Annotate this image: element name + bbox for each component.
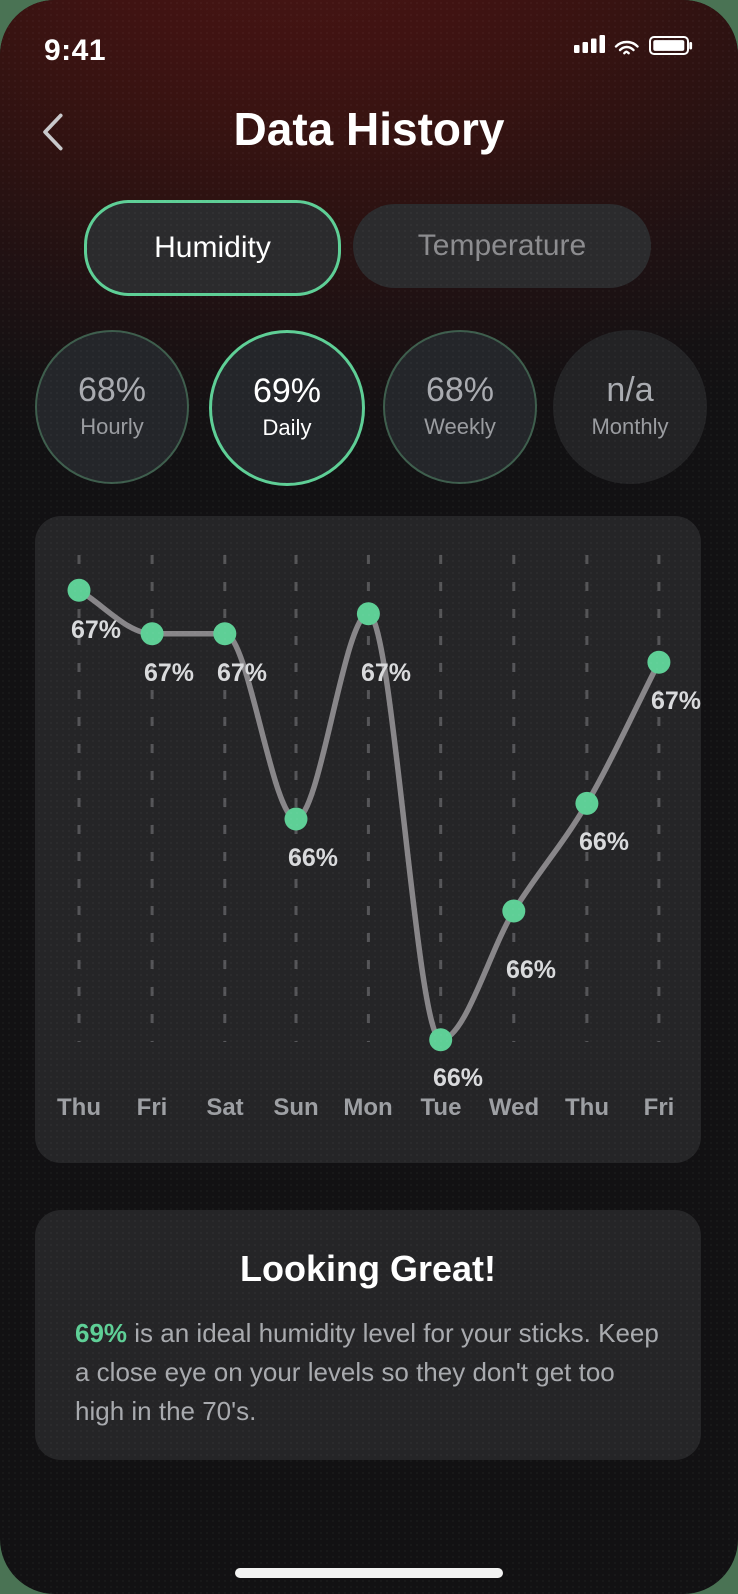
svg-text:67%: 67% [361,659,411,687]
svg-text:66%: 66% [579,828,629,856]
svg-text:67%: 67% [217,659,267,687]
svg-text:66%: 66% [288,844,338,872]
svg-text:66%: 66% [433,1064,483,1092]
svg-text:67%: 67% [651,687,701,715]
svg-text:66%: 66% [506,956,556,984]
svg-text:67%: 67% [144,659,194,687]
svg-text:67%: 67% [71,616,121,644]
